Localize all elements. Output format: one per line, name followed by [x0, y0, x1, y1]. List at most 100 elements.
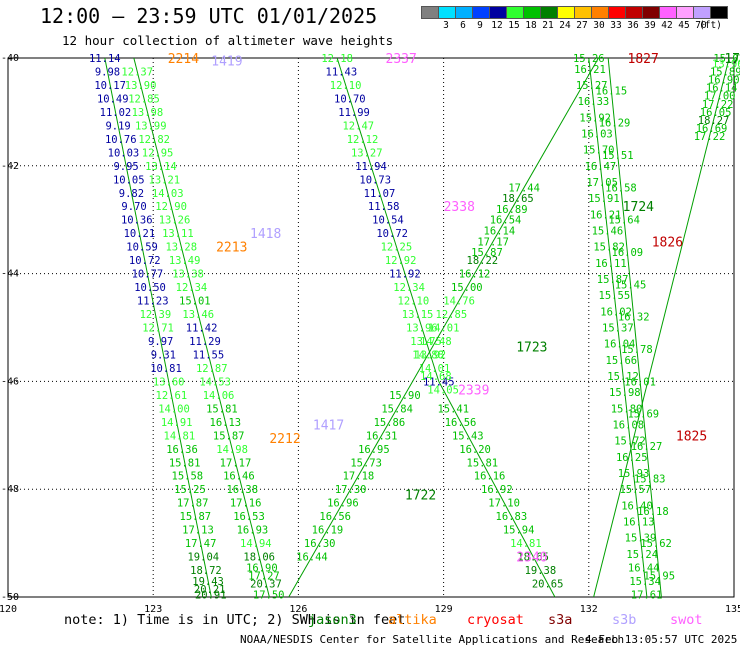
wave-height-value: 10.54	[372, 215, 404, 227]
wave-height-value: 17.00	[704, 91, 736, 103]
wave-height-value: 17.10	[488, 498, 520, 510]
wave-height-value: 10.73	[359, 174, 391, 186]
wave-height-value: 14.53	[199, 376, 231, 388]
wave-height-value: 15.00	[451, 282, 483, 294]
wave-height-value: 15.87	[471, 247, 503, 259]
pass-label: 2340	[516, 551, 547, 566]
wave-height-value: 20.21	[194, 584, 226, 596]
wave-height-value: 12.34	[393, 282, 425, 294]
wave-height-value: 16.56	[445, 417, 477, 429]
wave-height-value: 16.27	[631, 441, 663, 453]
wave-height-value: 15.01	[179, 296, 211, 308]
footer-generated-time: 4 Feb 13:05:57 UTC 2025	[585, 633, 738, 646]
wave-height-value: 16.33	[578, 96, 610, 108]
mission-label-jason3: jason3	[308, 612, 357, 628]
wave-height-value: 17.50	[253, 589, 285, 601]
wave-height-value: 20.37	[250, 579, 282, 591]
wave-height-value: 17.13	[182, 525, 214, 537]
wave-height-value: 16.44	[296, 552, 328, 564]
pass-label: 1724	[623, 200, 654, 215]
wave-height-value: 10.59	[126, 242, 158, 254]
wave-height-value: 12.90	[155, 201, 187, 213]
wave-height-value: 12.92	[385, 255, 417, 267]
wave-height-value: 11.55	[193, 349, 225, 361]
wave-height-value: 16.14	[706, 83, 738, 95]
pass-label: 2213	[216, 241, 247, 256]
wave-height-value: 16.13	[623, 517, 655, 529]
legend-tick-label: 36	[627, 20, 639, 31]
wave-height-value: 15.91	[588, 193, 620, 205]
wave-height-value: 15.78	[621, 344, 653, 356]
wave-height-value: 18.27	[698, 115, 730, 127]
wave-height-value: 16.05	[700, 107, 732, 119]
wave-height-value: 15.12	[607, 371, 639, 383]
wave-height-value: 12.37	[121, 66, 153, 78]
wave-height-value: 12.10	[330, 80, 362, 92]
wave-height-value: 14.05	[427, 384, 459, 396]
legend-swatch	[710, 6, 728, 19]
wave-height-value: 15.55	[599, 290, 631, 302]
wave-height-value: 13.26	[159, 215, 191, 227]
wave-height-value: 16.56	[319, 511, 351, 523]
wave-height-value: 12.25	[381, 242, 413, 254]
wave-height-value: 10.72	[376, 228, 408, 240]
wave-height-value: 15.24	[626, 549, 658, 561]
wave-height-value: 16.29	[599, 118, 631, 130]
legend-tick-label: 27	[576, 20, 588, 31]
wave-height-value: 10.21	[124, 228, 156, 240]
wave-height-value: 15.27	[576, 80, 608, 92]
wave-height-value: 13.60	[153, 376, 185, 388]
track-2337-line	[336, 57, 440, 382]
wave-height-value: 16.13	[210, 417, 242, 429]
wave-height-value: 9.19	[105, 120, 130, 132]
wave-height-value: 16.93	[237, 525, 269, 537]
wave-height-value: 11.07	[364, 188, 396, 200]
wave-height-value: 16.18	[637, 506, 669, 518]
wave-height-value: 16.21	[574, 64, 606, 76]
footer-note: note: 1) Time is in UTC; 2) SWH is in fe…	[64, 612, 406, 628]
wave-height-value: 17.16	[230, 498, 262, 510]
wave-height-value: 16.20	[459, 444, 491, 456]
lat-tick-label: -48	[1, 484, 19, 495]
wave-height-value: 15.89	[710, 66, 740, 78]
wave-height-value: 15.81	[169, 457, 201, 469]
wave-height-value: 15.34	[629, 576, 661, 588]
wave-height-value: 13.28	[165, 242, 197, 254]
wave-height-value: 16.44	[628, 562, 660, 574]
lon-tick-label: 129	[435, 604, 453, 615]
wave-height-value: 15.70	[583, 145, 615, 157]
wave-height-value: 10.76	[105, 134, 137, 146]
wave-height-value: 17.17	[220, 457, 252, 469]
track-2339-line	[438, 381, 556, 598]
wave-height-value: 13.14	[145, 161, 177, 173]
color-legend: 3 6 9 12 15 18 21 24 27 30 33 36 39 42 45 70 (ft)	[421, 6, 740, 33]
pass-label: 2337	[386, 52, 417, 67]
track-1724-line	[588, 57, 648, 598]
wave-height-value: 18.22	[467, 255, 499, 267]
wave-height-value: 10.81	[150, 363, 182, 375]
wave-height-value: 15.87	[180, 511, 212, 523]
wave-height-value: 15.25	[174, 484, 206, 496]
wave-height-value: 15.80	[611, 403, 643, 415]
wave-height-value: 15.87	[213, 430, 245, 442]
wave-height-value: 11.02	[100, 107, 132, 119]
wave-height-value: 12.85	[436, 309, 468, 321]
wave-height-value: 14.81	[164, 430, 196, 442]
wave-height-value: 15.83	[634, 473, 666, 485]
wave-height-value: 14.01	[428, 323, 460, 335]
wave-height-value: 19.43	[192, 576, 224, 588]
wave-height-value: 15.81	[467, 457, 499, 469]
lon-tick-label: 132	[580, 604, 598, 615]
lat-tick-label: -50	[1, 592, 19, 603]
legend-unit: (ft)	[699, 20, 722, 31]
wave-height-value: 12.39	[140, 309, 172, 321]
wave-height-value: 15.64	[608, 215, 640, 227]
wave-height-value: 16.15	[596, 85, 628, 97]
wave-height-value: 10.05	[113, 174, 145, 186]
legend-tick-label: 15	[508, 20, 520, 31]
wave-height-value: 11.92	[389, 269, 421, 281]
pass-label: 1723	[516, 340, 547, 355]
track-1722-line	[288, 57, 599, 598]
wave-height-value: 15.95	[643, 570, 675, 582]
wave-height-value: 13.90	[125, 80, 157, 92]
